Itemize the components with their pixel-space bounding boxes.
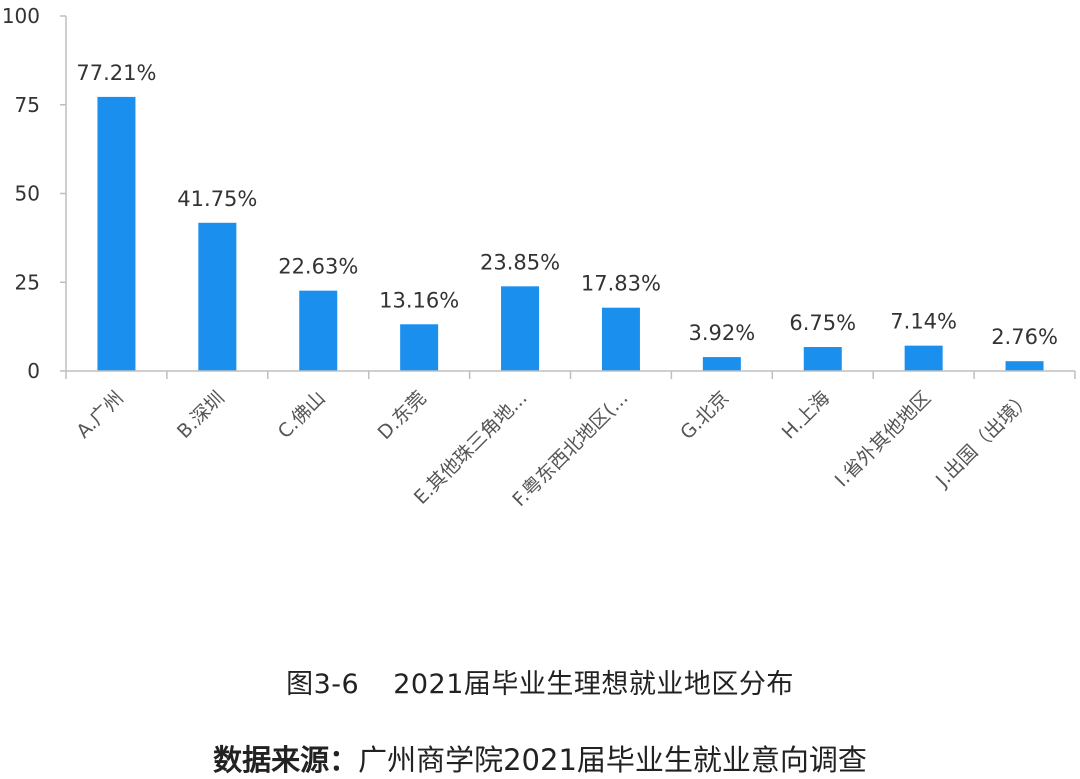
y-tick-label: 100	[2, 4, 40, 28]
figure-number: 图3-6	[286, 669, 360, 700]
x-tick-labels: A.广州 B.深圳 C.佛山 D.东莞E.其他珠三角地...F.粤东西北地区(... G…	[72, 387, 1036, 511]
source-text: 广州商学院2021届毕业生就业意向调查	[358, 743, 867, 777]
bar	[1005, 361, 1044, 371]
bars	[97, 96, 1044, 371]
bar-chart: 0 25 50 75 100 77.21% 41.75% 22.63% 13.16% 23.85…	[2, 4, 1076, 511]
data-label: 2.76%	[991, 325, 1058, 349]
y-tick-label: 75	[15, 93, 40, 117]
data-label: 23.85%	[480, 250, 560, 274]
y-tick-label: 50	[15, 182, 40, 206]
data-label: 6.75%	[789, 311, 856, 335]
source-label: 数据来源：	[213, 743, 359, 777]
data-label: 41.75%	[177, 187, 257, 211]
bar	[501, 286, 540, 371]
bar	[904, 345, 943, 371]
x-tick-label: I.省外其他地区	[831, 387, 935, 491]
data-label: 22.63%	[278, 255, 358, 279]
data-label: 7.14%	[890, 310, 957, 334]
x-axis	[65, 370, 1076, 379]
data-label: 77.21%	[76, 61, 156, 85]
bar	[198, 222, 237, 371]
x-tick-label: H.上海	[778, 387, 835, 444]
x-tick-label: G.北京	[676, 387, 733, 444]
figure-title: 2021届毕业生理想就业地区分布	[393, 669, 794, 700]
y-tick-label: 0	[27, 359, 40, 383]
y-axis: 0 25 50 75 100	[2, 4, 67, 383]
data-label: 13.16%	[379, 288, 459, 312]
data-label: 17.83%	[581, 272, 661, 296]
x-tick-label: C.佛山	[274, 387, 330, 443]
data-label: 3.92%	[688, 321, 755, 345]
bar	[601, 307, 640, 371]
x-tick-label: D.东莞	[374, 387, 431, 444]
value-labels: 77.21% 41.75% 22.63% 13.16% 23.85% 17.83% 3.92…	[76, 61, 1057, 349]
x-tick-label: A.广州	[72, 387, 128, 443]
bar	[299, 290, 338, 371]
figure-caption: 图3-6 2021届毕业生理想就业地区分布	[0, 662, 1080, 701]
x-tick-label: J.出国（出境）	[931, 387, 1036, 492]
x-tick-label: B.深圳	[173, 387, 229, 443]
bar	[702, 357, 741, 371]
bar	[400, 324, 439, 371]
y-tick-label: 25	[15, 270, 40, 294]
bar	[803, 347, 842, 371]
source-line: 数据来源：广州商学院2021届毕业生就业意向调查	[0, 737, 1080, 779]
bar	[97, 96, 136, 371]
